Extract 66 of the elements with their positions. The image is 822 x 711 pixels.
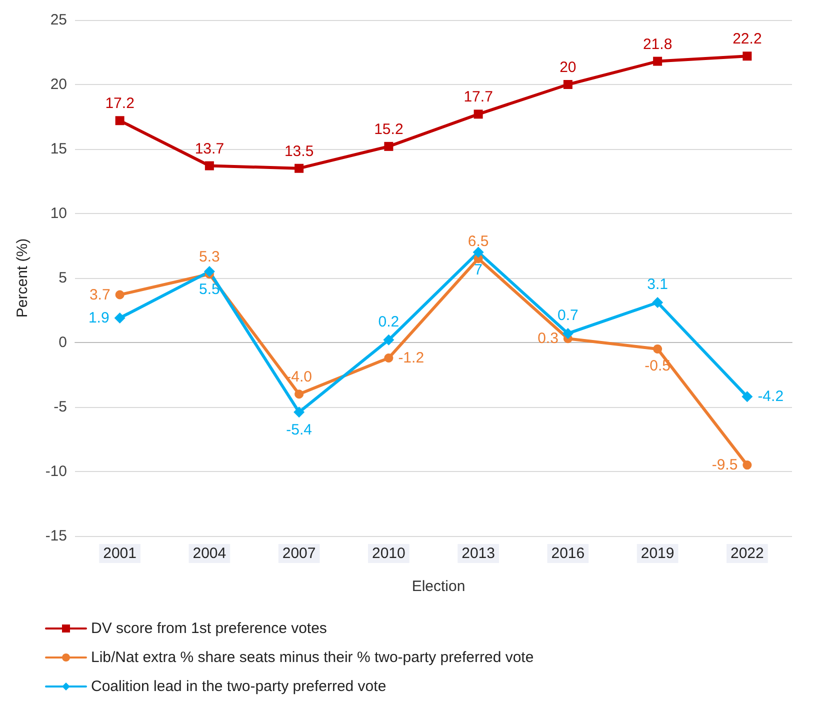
data-label: 0.2 [378,313,400,330]
point [114,312,126,324]
data-label: -1.2 [398,349,424,366]
legend-label: Coalition lead in the two-party preferred vote [91,678,386,695]
data-label: -4.0 [286,368,312,386]
point [472,246,484,258]
x-tick-label: 2007 [282,545,316,562]
x-tick-label: 2019 [640,545,674,562]
y-tick-label: -15 [45,528,67,544]
y-tick-label: -5 [54,398,67,416]
point [384,142,394,151]
point [474,110,483,119]
data-label: 20 [560,59,576,76]
point [294,406,305,418]
y-tick-label: 15 [50,140,67,158]
point [294,164,304,173]
data-label: 17.2 [105,95,134,112]
data-label: 0.7 [558,306,578,324]
point [115,290,124,300]
legend-label: DV score from 1st preference votes [91,620,327,637]
point [742,391,753,402]
y-tick-label: 25 [50,12,67,28]
point [652,297,664,308]
data-label: -4.2 [758,388,784,406]
point [653,56,662,66]
legend-label: Lib/Nat extra % share seats minus their % two-party preferred vote [91,649,534,666]
data-label: 13.5 [284,142,314,160]
data-label: -9.5 [712,456,738,474]
data-label: 5.5 [199,281,220,298]
x-tick-label: 2010 [372,545,406,562]
x-tick-label: 2004 [192,545,226,562]
data-label: 13.7 [194,140,224,158]
data-label: 3.7 [89,286,110,304]
x-tick-label: 2013 [462,545,495,562]
data-label: 7 [474,262,482,279]
data-label: 15.2 [374,120,404,138]
point [742,460,752,470]
y-tick-label: 10 [50,205,67,222]
data-label: 22.2 [732,30,762,48]
x-tick-label: 2022 [730,545,764,562]
y-axis-title: Percent (%) [14,238,31,318]
x-axis-title: Election [412,578,466,595]
point [204,266,215,278]
point [562,328,574,339]
data-label: 21.8 [642,36,672,53]
y-tick-label: 5 [58,270,67,286]
data-label: -5.4 [286,422,312,439]
y-tick-label: 0 [58,334,67,351]
y-tick-label: -10 [45,463,67,480]
x-tick-label: 2016 [551,545,585,562]
point [742,52,752,61]
data-label: 6.5 [468,233,489,250]
data-label: 0.3 [538,330,558,348]
data-label: 17.7 [464,88,493,106]
point [384,353,394,362]
point [204,161,214,170]
point [563,80,572,89]
y-tick-label: 20 [50,76,67,93]
point [294,390,304,399]
data-label: 3.1 [647,276,668,294]
point [653,344,662,354]
point [115,116,124,126]
point [383,334,394,346]
data-label: 5.3 [199,248,220,266]
x-tick-label: 2001 [103,545,136,562]
data-label: 1.9 [88,309,110,326]
